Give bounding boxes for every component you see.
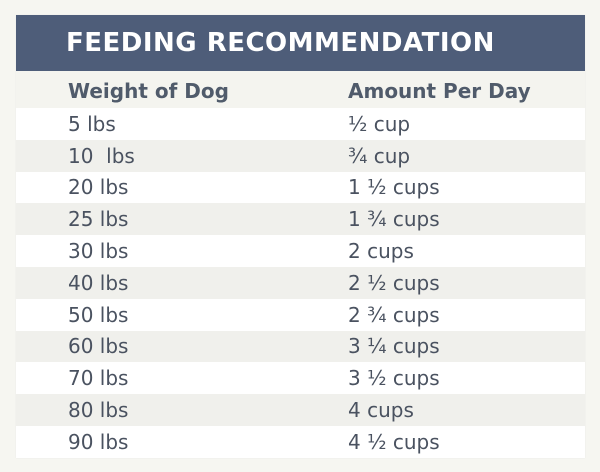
column-header-weight: Weight of Dog (68, 78, 229, 103)
amount-cell: 4 ½ cups (348, 429, 440, 454)
amount-cell: 2 cups (348, 239, 414, 264)
table-row: 5 lbs ½ cup (16, 108, 585, 140)
weight-cell: 25 lbs (68, 207, 129, 232)
table-row: 50 lbs 2 ¾ cups (16, 298, 585, 331)
weight-cell: 60 lbs (68, 334, 129, 359)
table-title: FEEDING RECOMMENDATION (66, 28, 495, 58)
table-row: 80 lbs 4 cups (16, 394, 585, 426)
amount-cell: 4 cups (348, 398, 414, 423)
weight-cell: 30 lbs (68, 239, 129, 264)
weight-cell: 10 lbs (68, 143, 135, 168)
table-header-bar: FEEDING RECOMMENDATION (16, 15, 585, 71)
table-row: 25 lbs 1 ¾ cups (16, 203, 585, 236)
table-row: 20 lbs 1 ½ cups (16, 171, 585, 204)
weight-cell: 50 lbs (68, 302, 129, 327)
column-header-amount: Amount Per Day (348, 78, 531, 103)
amount-cell: ½ cup (348, 111, 411, 136)
weight-cell: 20 lbs (68, 175, 129, 200)
amount-cell: 2 ½ cups (348, 270, 440, 295)
column-headers: Weight of Dog Amount Per Day (16, 71, 585, 108)
amount-cell: ¾ cup (348, 143, 411, 168)
table-row: 60 lbs 3 ¼ cups (16, 330, 585, 363)
table-row: 30 lbs 2 cups (16, 235, 585, 267)
weight-cell: 90 lbs (68, 429, 129, 454)
table-body: 5 lbs ½ cup 10 lbs ¾ cup 20 lbs 1 ½ cups… (16, 108, 585, 458)
weight-cell: 70 lbs (68, 366, 129, 391)
amount-cell: 1 ½ cups (348, 175, 440, 200)
table-row: 90 lbs 4 ½ cups (16, 425, 585, 458)
weight-cell: 40 lbs (68, 270, 129, 295)
weight-cell: 80 lbs (68, 398, 129, 423)
amount-cell: 3 ½ cups (348, 366, 440, 391)
amount-cell: 2 ¾ cups (348, 302, 440, 327)
table-row: 40 lbs 2 ½ cups (16, 266, 585, 299)
amount-cell: 1 ¾ cups (348, 207, 440, 232)
feeding-table-card: FEEDING RECOMMENDATION Weight of Dog Amo… (16, 15, 585, 458)
table-row: 10 lbs ¾ cup (16, 139, 585, 172)
table-row: 70 lbs 3 ½ cups (16, 362, 585, 395)
amount-cell: 3 ¼ cups (348, 334, 440, 359)
weight-cell: 5 lbs (68, 111, 116, 136)
